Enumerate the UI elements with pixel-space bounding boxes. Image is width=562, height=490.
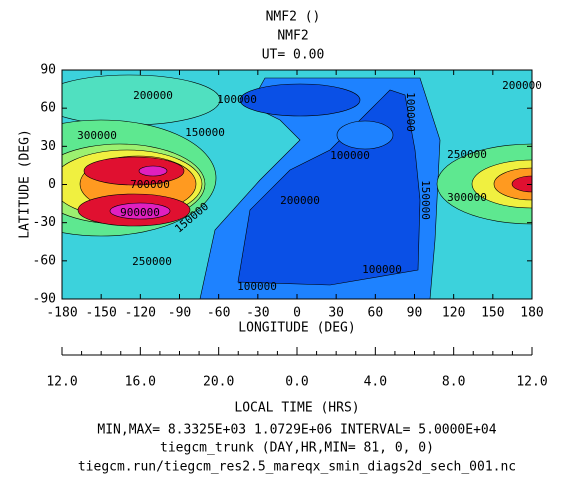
- x2-tick-label: 16.0: [125, 375, 156, 390]
- x-tick-label: 0: [293, 306, 301, 321]
- contour-label: 900000: [120, 206, 160, 219]
- contour-label: 250000: [447, 148, 487, 161]
- x2-axis-label: LOCAL TIME (HRS): [234, 401, 359, 416]
- y-tick-label: -30: [33, 215, 56, 230]
- y-tick-label: 60: [40, 101, 56, 116]
- run-info: tiegcm_trunk (DAY,HR,MIN= 81, 0, 0): [160, 441, 434, 456]
- contour-label: 150000: [419, 180, 432, 220]
- x2-tick-label: 20.0: [203, 375, 234, 390]
- x2-tick-label: 12.0: [46, 375, 77, 390]
- x-tick-label: 90: [407, 306, 423, 321]
- x-tick-label: 120: [442, 306, 465, 321]
- x-tick-label: -120: [125, 306, 156, 321]
- x2-tick-label: 0.0: [285, 375, 308, 390]
- x-tick-label: -90: [168, 306, 191, 321]
- contour-label: 100000: [362, 263, 402, 276]
- chart-subtitle: NMF2: [277, 29, 308, 44]
- x-tick-label: 30: [328, 306, 344, 321]
- x-tick-label: -60: [207, 306, 230, 321]
- contour-field: [62, 70, 532, 299]
- x-tick-label: 150: [481, 306, 504, 321]
- x-axis-label: LONGITUDE (DEG): [238, 321, 355, 336]
- contour-label: 100000: [404, 92, 417, 132]
- contour-label: 200000: [280, 194, 320, 207]
- contour-label: 250000: [132, 255, 172, 268]
- y-tick-label: 30: [40, 139, 56, 154]
- contour-label: 300000: [77, 129, 117, 142]
- y-tick-label: 90: [40, 63, 56, 78]
- contour-label: 100000: [237, 280, 277, 293]
- min-max: MIN,MAX= 8.3325E+03 1.0729E+06 INTERVAL=…: [97, 423, 496, 438]
- contour-label: 200000: [502, 79, 542, 92]
- contour-label: 150000: [185, 126, 225, 139]
- x-tick-label: 180: [520, 306, 543, 321]
- file-info: tiegcm.run/tiegcm_res2.5_mareqx_smin_dia…: [78, 460, 516, 475]
- x-tick-label: -180: [46, 306, 77, 321]
- x2-tick-label: 12.0: [516, 375, 547, 390]
- y-tick-label: -60: [33, 253, 56, 268]
- ut-label: UT= 0.00: [262, 48, 325, 63]
- y-tick-label: -90: [33, 292, 56, 307]
- y-tick-label: 0: [48, 177, 56, 192]
- y-axis-label: LATITUDE (DEG): [18, 129, 33, 239]
- contour-label: 200000: [133, 89, 173, 102]
- x-tick-label: -150: [86, 306, 117, 321]
- contour-label: 100000: [217, 93, 257, 106]
- chart-title: NMF2 (): [266, 10, 321, 25]
- x-tick-label: -30: [246, 306, 269, 321]
- x-tick-label: 60: [368, 306, 384, 321]
- contour-label: 700000: [130, 178, 170, 191]
- x2-tick-label: 8.0: [442, 375, 465, 390]
- x2-tick-label: 4.0: [364, 375, 387, 390]
- contour-label: 100000: [330, 149, 370, 162]
- contour-label: 300000: [447, 191, 487, 204]
